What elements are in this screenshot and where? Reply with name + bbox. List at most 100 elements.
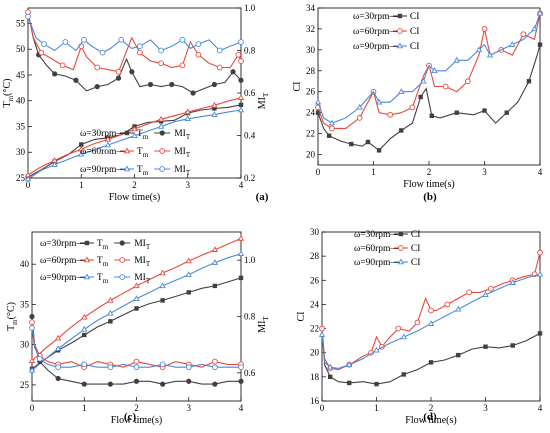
data-point	[24, 175, 32, 182]
y2-tick-label: 0.6	[244, 88, 256, 98]
legend-series-name: Tm	[97, 273, 109, 285]
legend-label: ω=30rpm—	[40, 239, 86, 249]
series-line	[27, 109, 242, 180]
legend-series-name: Tm	[137, 165, 149, 177]
data-point	[179, 37, 186, 43]
data-point	[509, 279, 516, 285]
data-point	[212, 106, 217, 111]
x-tick-label: 3	[186, 180, 191, 190]
data-point	[136, 49, 143, 56]
data-point	[195, 51, 202, 58]
data-point	[212, 381, 218, 387]
data-point	[28, 357, 36, 364]
data-point	[375, 98, 383, 105]
data-point	[453, 56, 460, 63]
legend-label: ω=90rpm—	[354, 258, 400, 268]
legend-marker	[119, 274, 126, 280]
y-tick-label: 26	[310, 275, 320, 285]
data-point	[52, 71, 58, 77]
legend-series-name: CI	[410, 42, 420, 52]
legend-marker	[397, 258, 405, 265]
legend-series-name: CI	[411, 230, 421, 240]
data-point	[373, 346, 380, 353]
x-tick-label: 3	[482, 167, 487, 177]
data-point	[211, 101, 218, 108]
y2-tick-label: 1.0	[244, 255, 256, 265]
data-point	[327, 363, 334, 370]
data-point	[238, 58, 244, 64]
y-tick-label: 50	[16, 44, 26, 54]
data-point	[133, 358, 140, 365]
x-axis-label: Flow time(s)	[403, 179, 454, 190]
data-point	[159, 282, 166, 289]
data-point	[160, 298, 165, 303]
y-axis-label: Tm(°C)	[6, 302, 19, 331]
y-tick-label: 28	[310, 251, 320, 261]
x-tick-label: 0	[320, 403, 325, 413]
y-tick-label: 25	[16, 173, 26, 183]
data-point	[454, 110, 459, 115]
legend-marker	[398, 231, 404, 237]
data-point	[216, 64, 223, 71]
y-tick-label: 20	[310, 348, 320, 358]
y-tick-label: 30	[16, 147, 26, 157]
data-point	[427, 320, 435, 326]
y-tick-label: 35	[20, 299, 30, 309]
x-tick-label: 1	[82, 403, 87, 413]
panel-label: (a)	[256, 191, 269, 203]
series-mi-t-s90	[25, 13, 244, 56]
y-tick-label: 18	[310, 372, 320, 382]
series-t-m-s90	[24, 106, 245, 182]
y-tick-label: 30	[310, 227, 320, 237]
legend-label: ω=60rpm—	[40, 256, 86, 266]
data-point	[466, 289, 473, 296]
data-point	[418, 94, 423, 100]
data-point	[465, 78, 471, 85]
data-point	[237, 234, 245, 241]
data-point	[536, 270, 544, 277]
y-tick-label: 45	[16, 70, 26, 80]
data-point	[504, 110, 509, 115]
data-point	[526, 79, 532, 84]
data-point	[59, 62, 66, 69]
data-point	[212, 283, 218, 289]
y2-tick-label: 0.4	[244, 131, 256, 141]
y-tick-label: 22	[310, 324, 319, 334]
data-point	[81, 313, 88, 320]
data-point	[536, 9, 544, 16]
data-point	[482, 291, 489, 298]
series-line	[31, 277, 242, 370]
y-axis-label-text: CI	[292, 82, 303, 92]
legend-label: ω=60rpm—	[354, 244, 400, 254]
x-tick-label: 4	[239, 180, 244, 190]
data-point	[510, 343, 515, 348]
y-tick-label: 40	[16, 96, 26, 106]
data-point	[346, 361, 353, 368]
data-point	[115, 68, 122, 75]
legend-series-name: MIT	[134, 256, 151, 268]
y2-axis-label: MIT	[257, 316, 270, 333]
data-point	[78, 150, 85, 157]
data-point	[442, 83, 449, 90]
data-point	[329, 125, 335, 132]
legend-label: ω=30rpm—	[354, 230, 400, 240]
data-point	[429, 113, 434, 119]
data-point	[107, 309, 114, 316]
series-mi-t-s30	[25, 9, 244, 96]
data-point	[133, 295, 140, 302]
data-point	[41, 41, 47, 47]
data-point	[216, 47, 223, 54]
data-point	[186, 378, 192, 384]
y2-tick-label: 0.6	[244, 368, 256, 378]
series-line	[27, 12, 242, 94]
series-line	[317, 44, 541, 152]
legend-entry: ω=90rpm— CI	[354, 258, 420, 268]
legend-series-name: MIT	[174, 129, 191, 141]
data-point	[326, 133, 332, 138]
data-point	[81, 361, 88, 368]
legend-entry: ω=30rpm— CI	[354, 230, 420, 240]
data-point	[212, 358, 218, 365]
series-line	[31, 253, 242, 371]
data-point	[81, 325, 88, 332]
data-point	[509, 41, 516, 47]
